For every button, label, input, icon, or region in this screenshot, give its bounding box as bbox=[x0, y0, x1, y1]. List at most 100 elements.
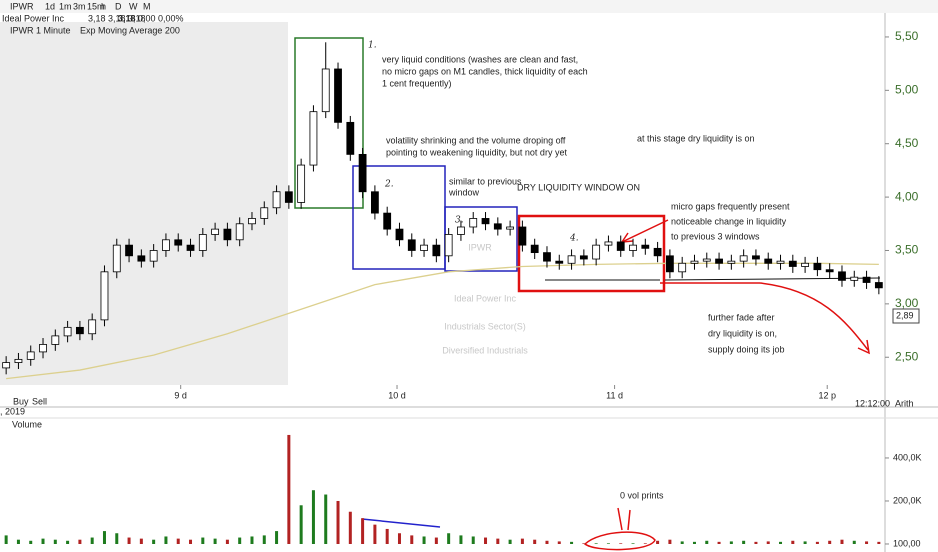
candle-body bbox=[198, 234, 207, 251]
candle-body bbox=[174, 239, 183, 246]
annotation: at this stage dry liquidity is on bbox=[637, 133, 755, 143]
candle-body bbox=[186, 244, 195, 251]
candle-body bbox=[432, 244, 441, 257]
security-name: Ideal Power Inc bbox=[2, 13, 65, 23]
volume-trend-line bbox=[361, 518, 441, 528]
x-tick-label: 12 p bbox=[818, 390, 836, 400]
volume-bar bbox=[852, 540, 856, 544]
candle-body bbox=[874, 282, 883, 289]
volume-bar bbox=[656, 540, 660, 544]
x-tick-label: 11 d bbox=[606, 390, 623, 400]
volume-bar bbox=[594, 543, 598, 544]
candle-body bbox=[383, 212, 392, 230]
annotation: 4. bbox=[569, 234, 579, 244]
prior-session-shade bbox=[0, 22, 288, 385]
y-tick-label: 200,0K bbox=[893, 495, 922, 505]
annotation: volatility shrinking and the volume drop… bbox=[386, 135, 566, 145]
volume-bar bbox=[164, 536, 168, 544]
candle-body bbox=[653, 247, 662, 257]
candle-body bbox=[752, 255, 760, 260]
change: 0,00 0,00% bbox=[138, 13, 184, 23]
candle-body bbox=[850, 276, 859, 281]
buy-button[interactable]: Buy bbox=[13, 396, 29, 406]
time-label: 12:12:00 bbox=[855, 398, 890, 408]
zero-volume-arrows bbox=[617, 507, 631, 531]
volume-bar bbox=[729, 541, 733, 544]
volume-bar bbox=[262, 535, 266, 544]
candle-body bbox=[358, 153, 367, 193]
volume-bar bbox=[828, 540, 832, 544]
sell-button[interactable]: Sell bbox=[32, 396, 47, 406]
candle-body bbox=[543, 252, 551, 262]
volume-bar bbox=[152, 539, 156, 544]
candle-body bbox=[125, 244, 133, 257]
volume-bar bbox=[815, 541, 819, 544]
volume-bar bbox=[238, 537, 242, 544]
volume-bar bbox=[176, 538, 180, 544]
study-label: IPWR 1 Minute bbox=[10, 25, 71, 35]
candle-body bbox=[629, 244, 637, 251]
toolbar-item: D bbox=[115, 1, 122, 11]
volume-bar bbox=[496, 538, 500, 544]
candle-body bbox=[309, 111, 318, 166]
candle-body bbox=[272, 191, 281, 209]
volume-bar bbox=[373, 524, 377, 544]
volume-bar bbox=[225, 539, 229, 544]
candle-body bbox=[739, 255, 748, 262]
volume-bar bbox=[127, 537, 131, 544]
window-4-box bbox=[517, 214, 666, 293]
ema-label: Exp Moving Average 200 bbox=[80, 25, 180, 35]
toolbar-item: 1m bbox=[59, 1, 72, 11]
annotation: pointing to weakening liquidity, but not… bbox=[386, 147, 567, 157]
volume-bar bbox=[606, 543, 610, 544]
annotation: 1 cent frequently) bbox=[382, 78, 452, 88]
volume-bar bbox=[299, 505, 303, 544]
volume-bar bbox=[102, 531, 106, 544]
annotation: very liquid conditions (washes are clean… bbox=[382, 54, 578, 64]
toolbar bbox=[0, 0, 938, 13]
candle-body bbox=[395, 228, 404, 241]
candle-body bbox=[665, 255, 674, 273]
volume-bar bbox=[53, 539, 57, 544]
volume-title: Volume bbox=[12, 419, 42, 429]
annotation: noticeable change in liquidity bbox=[671, 216, 787, 226]
candle-body bbox=[223, 228, 232, 241]
candle-body bbox=[75, 326, 84, 335]
toolbar-item: M bbox=[143, 1, 151, 11]
candle-body bbox=[813, 262, 822, 271]
volume-bar bbox=[324, 494, 328, 544]
annotation: DRY LIQUIDITY WINDOW ON bbox=[517, 182, 640, 192]
y-tick-label: 400,0K bbox=[893, 452, 922, 462]
y-tick-label: 3,00 bbox=[895, 296, 919, 310]
ticker[interactable]: IPWR bbox=[10, 1, 34, 11]
candle-body bbox=[469, 218, 478, 228]
candle-body bbox=[2, 362, 11, 369]
volume-bar bbox=[78, 539, 82, 544]
volume-bar bbox=[779, 541, 783, 544]
candle-body bbox=[100, 271, 109, 321]
volume-bar bbox=[508, 539, 512, 544]
toolbar-item: h bbox=[101, 1, 106, 11]
annotation: no micro gaps on M1 candles, thick liqui… bbox=[382, 66, 588, 76]
volume-bar bbox=[619, 543, 623, 544]
volume-bar bbox=[791, 540, 795, 544]
volume-bar bbox=[385, 528, 389, 544]
volume-bar bbox=[348, 511, 352, 544]
volume-bar bbox=[742, 540, 746, 544]
y-tick-label: 100,00 bbox=[893, 538, 921, 548]
candle-body bbox=[678, 262, 687, 273]
volume-bar bbox=[275, 531, 279, 544]
volume-bar bbox=[766, 541, 770, 544]
candle-body bbox=[162, 239, 170, 251]
y-tick-label: 5,00 bbox=[895, 83, 919, 97]
volume-bar bbox=[705, 540, 709, 544]
volume-bar bbox=[840, 539, 844, 544]
candle-body bbox=[715, 258, 723, 264]
volume-bar bbox=[41, 538, 45, 544]
volume-bar bbox=[29, 540, 33, 544]
volume-bar bbox=[410, 535, 414, 544]
candle-body bbox=[690, 260, 699, 264]
volume-bar bbox=[447, 533, 451, 544]
volume-bar bbox=[717, 541, 721, 544]
